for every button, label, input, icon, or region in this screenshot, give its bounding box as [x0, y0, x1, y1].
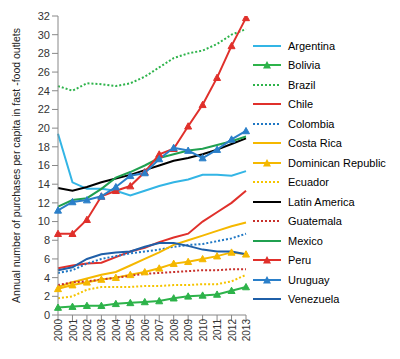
svg-text:2003: 2003: [96, 319, 107, 342]
svg-text:2012: 2012: [227, 319, 238, 342]
svg-text:2: 2: [44, 290, 50, 302]
html-text:Uruguay: Uruguay: [288, 273, 330, 286]
svg-text:28: 28: [38, 47, 50, 59]
svg-text:Annual number of purchases per: Annual number of purchases per capita in…: [10, 28, 22, 303]
svg-text:14: 14: [38, 178, 50, 190]
html-text:Mexico: Mexico: [288, 234, 323, 247]
html-text:Peru: Peru: [288, 254, 312, 267]
html-text:Argentina: Argentina: [288, 39, 336, 52]
html-text:Guatemala: Guatemala: [288, 215, 342, 228]
svg-text:20: 20: [38, 122, 50, 134]
html-text:Brazil: Brazil: [288, 78, 316, 91]
svg-text:22: 22: [38, 103, 50, 115]
svg-text:8: 8: [44, 234, 50, 246]
svg-text:30: 30: [38, 29, 50, 41]
svg-text:2010: 2010: [198, 319, 209, 342]
html-text:Costa Rica: Costa Rica: [288, 137, 342, 150]
svg-text:10: 10: [38, 215, 50, 227]
svg-text:2011: 2011: [212, 319, 223, 341]
svg-text:2002: 2002: [82, 319, 93, 342]
svg-text:2007: 2007: [154, 319, 165, 342]
html-text:Venezuela: Venezuela: [288, 293, 340, 306]
svg-text:0: 0: [44, 309, 50, 321]
svg-text:2008: 2008: [169, 319, 180, 342]
svg-text:2006: 2006: [140, 319, 151, 342]
html-text:Dominican Republic: Dominican Republic: [288, 156, 386, 169]
svg-text:26: 26: [38, 66, 50, 78]
svg-text:18: 18: [38, 141, 50, 153]
html-text:Bolivia: Bolivia: [288, 59, 321, 72]
svg-text:4: 4: [44, 272, 50, 284]
svg-text:2004: 2004: [111, 319, 122, 342]
svg-text:6: 6: [44, 253, 50, 265]
svg-text:24: 24: [38, 85, 50, 97]
svg-text:16: 16: [38, 159, 50, 171]
svg-text:2000: 2000: [53, 319, 64, 342]
svg-text:12: 12: [38, 197, 50, 209]
html-text:Latin America: Latin America: [288, 195, 355, 208]
svg-text:2001: 2001: [68, 319, 79, 342]
svg-text:2009: 2009: [183, 319, 194, 342]
svg-text:2005: 2005: [125, 319, 136, 342]
html-text:Ecuador: Ecuador: [288, 176, 329, 189]
svg-text:2013: 2013: [241, 319, 252, 342]
svg-text:32: 32: [38, 10, 50, 22]
html-text:Chile: Chile: [288, 98, 314, 111]
html-text:Colombia: Colombia: [288, 117, 335, 130]
